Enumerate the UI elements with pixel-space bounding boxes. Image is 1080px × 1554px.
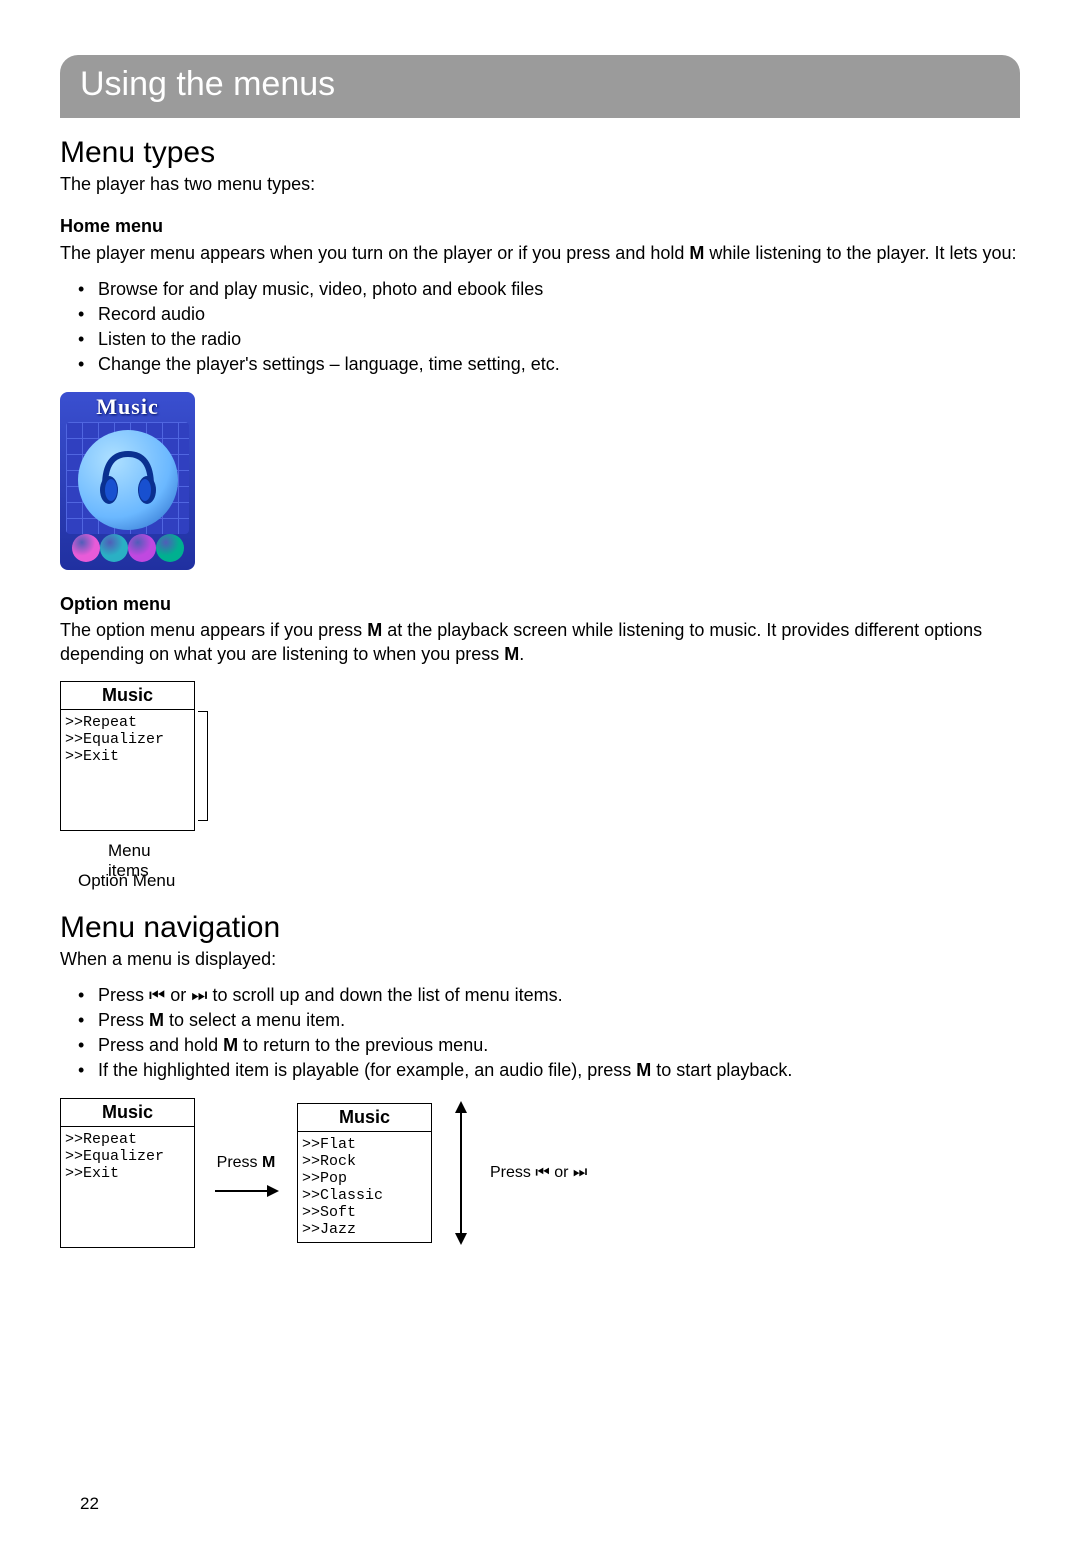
nav-right-menu: Music >>Flat >>Rock >>Pop >>Classic >>So… xyxy=(297,1103,432,1243)
bracket-icon xyxy=(198,711,208,821)
opt-desc-1: M xyxy=(367,620,382,640)
chapter-header: Using the menus xyxy=(60,55,1020,118)
mini-menu-body: >>Repeat >>Equalizer >>Exit xyxy=(61,1127,194,1247)
mini-menu-title: Music xyxy=(298,1104,431,1132)
press-m-label: Press M xyxy=(217,1154,276,1172)
headphones-icon xyxy=(93,442,163,512)
list-item: Record audio xyxy=(78,302,1020,327)
music-bottom-icons xyxy=(60,534,195,564)
bottom-icon xyxy=(72,534,100,562)
mini-menu-item: >>Pop xyxy=(302,1170,427,1187)
nav-b0-mid: or xyxy=(165,985,191,1005)
prev-icon: ⏮ xyxy=(149,985,165,1005)
opt-desc-4: . xyxy=(519,644,524,664)
home-menu-desc-post: while listening to the player. It lets y… xyxy=(704,243,1016,263)
option-menu-diagram: Music >>Repeat >>Equalizer >>Exit Menu i… xyxy=(60,681,195,831)
nav-left-menu: Music >>Repeat >>Equalizer >>Exit xyxy=(60,1098,195,1248)
nav-b2-pre: Press and hold xyxy=(98,1035,223,1055)
mini-menu-item: >>Rock xyxy=(302,1153,427,1170)
mini-menu-item: >>Soft xyxy=(302,1204,427,1221)
option-mini-menu: Music >>Repeat >>Equalizer >>Exit xyxy=(60,681,195,831)
press-icons-label: Press ⏮ or ⏭ xyxy=(490,1164,587,1182)
arrow-updown-icon xyxy=(460,1103,462,1243)
nav-b2-bold: M xyxy=(223,1035,238,1055)
menu-nav-bullets: Press ⏮ or ⏭ to scroll up and down the l… xyxy=(60,983,1020,1084)
nav-b2-post: to return to the previous menu. xyxy=(238,1035,488,1055)
mini-menu-item: >>Flat xyxy=(302,1136,427,1153)
mini-menu-title: Music xyxy=(61,682,194,710)
bottom-icon xyxy=(128,534,156,562)
mini-menu-item: >>Exit xyxy=(65,1165,190,1182)
nav-b0-post: to scroll up and down the list of menu i… xyxy=(207,985,562,1005)
mini-menu-item: >>Equalizer xyxy=(65,1148,190,1165)
opt-desc-0: The option menu appears if you press xyxy=(60,620,367,640)
press-m-pre: Press xyxy=(217,1154,262,1171)
opt-desc-3: M xyxy=(504,644,519,664)
arrow-right-icon xyxy=(215,1190,277,1192)
mini-menu-item: >>Repeat xyxy=(65,714,190,731)
home-menu-bullets: Browse for and play music, video, photo … xyxy=(60,277,1020,378)
option-menu-desc: The option menu appears if you press M a… xyxy=(60,618,1020,667)
mini-menu-item: >>Equalizer xyxy=(65,731,190,748)
list-item: Change the player's settings – language,… xyxy=(78,352,1020,377)
home-menu-desc-bold: M xyxy=(689,243,704,263)
nav-b1-pre: Press xyxy=(98,1010,149,1030)
mini-menu-item: >>Classic xyxy=(302,1187,427,1204)
list-item: Press ⏮ or ⏭ to scroll up and down the l… xyxy=(78,983,1020,1008)
nav-b1-post: to select a menu item. xyxy=(164,1010,345,1030)
mini-menu-item: >>Jazz xyxy=(302,1221,427,1238)
next-icon: ⏭ xyxy=(573,1164,587,1181)
mini-menu-item: >>Repeat xyxy=(65,1131,190,1148)
press-icons-mid: or xyxy=(550,1164,573,1181)
page-number: 22 xyxy=(80,1494,99,1514)
music-home-icon: Music xyxy=(60,392,195,570)
nav-b3-pre: If the highlighted item is playable (for… xyxy=(98,1060,636,1080)
bottom-icon xyxy=(100,534,128,562)
section-heading-menu-nav: Menu navigation xyxy=(60,911,1020,945)
nav-b3-post: to start playback. xyxy=(651,1060,792,1080)
prev-icon: ⏮ xyxy=(535,1164,549,1181)
nav-b0-pre: Press xyxy=(98,985,149,1005)
menu-types-intro: The player has two menu types: xyxy=(60,172,1020,196)
home-menu-desc: The player menu appears when you turn on… xyxy=(60,241,1020,265)
mini-menu-title: Music xyxy=(61,1099,194,1127)
nav-b3-bold: M xyxy=(636,1060,651,1080)
menu-nav-intro: When a menu is displayed: xyxy=(60,947,1020,971)
label-option-menu: Option Menu xyxy=(78,871,175,891)
press-m-column: Press M xyxy=(215,1154,277,1192)
option-menu-title: Option menu xyxy=(60,592,1020,616)
music-icon-title: Music xyxy=(60,392,195,420)
bottom-icon xyxy=(156,534,184,562)
mini-menu-body: >>Repeat >>Equalizer >>Exit xyxy=(61,710,194,830)
next-icon: ⏭ xyxy=(191,985,207,1005)
list-item: Listen to the radio xyxy=(78,327,1020,352)
mini-menu-item: >>Exit xyxy=(65,748,190,765)
list-item: Browse for and play music, video, photo … xyxy=(78,277,1020,302)
press-m-bold: M xyxy=(262,1154,275,1171)
nav-diagram-row: Music >>Repeat >>Equalizer >>Exit Press … xyxy=(60,1098,1020,1248)
nav-b1-bold: M xyxy=(149,1010,164,1030)
list-item: If the highlighted item is playable (for… xyxy=(78,1058,1020,1083)
mini-menu-body: >>Flat >>Rock >>Pop >>Classic >>Soft >>J… xyxy=(298,1132,431,1242)
section-heading-menu-types: Menu types xyxy=(60,136,1020,170)
list-item: Press M to select a menu item. xyxy=(78,1008,1020,1033)
home-menu-title: Home menu xyxy=(60,214,1020,238)
chapter-title: Using the menus xyxy=(80,65,1000,104)
home-menu-desc-pre: The player menu appears when you turn on… xyxy=(60,243,689,263)
press-icons-pre: Press xyxy=(490,1164,535,1181)
list-item: Press and hold M to return to the previo… xyxy=(78,1033,1020,1058)
